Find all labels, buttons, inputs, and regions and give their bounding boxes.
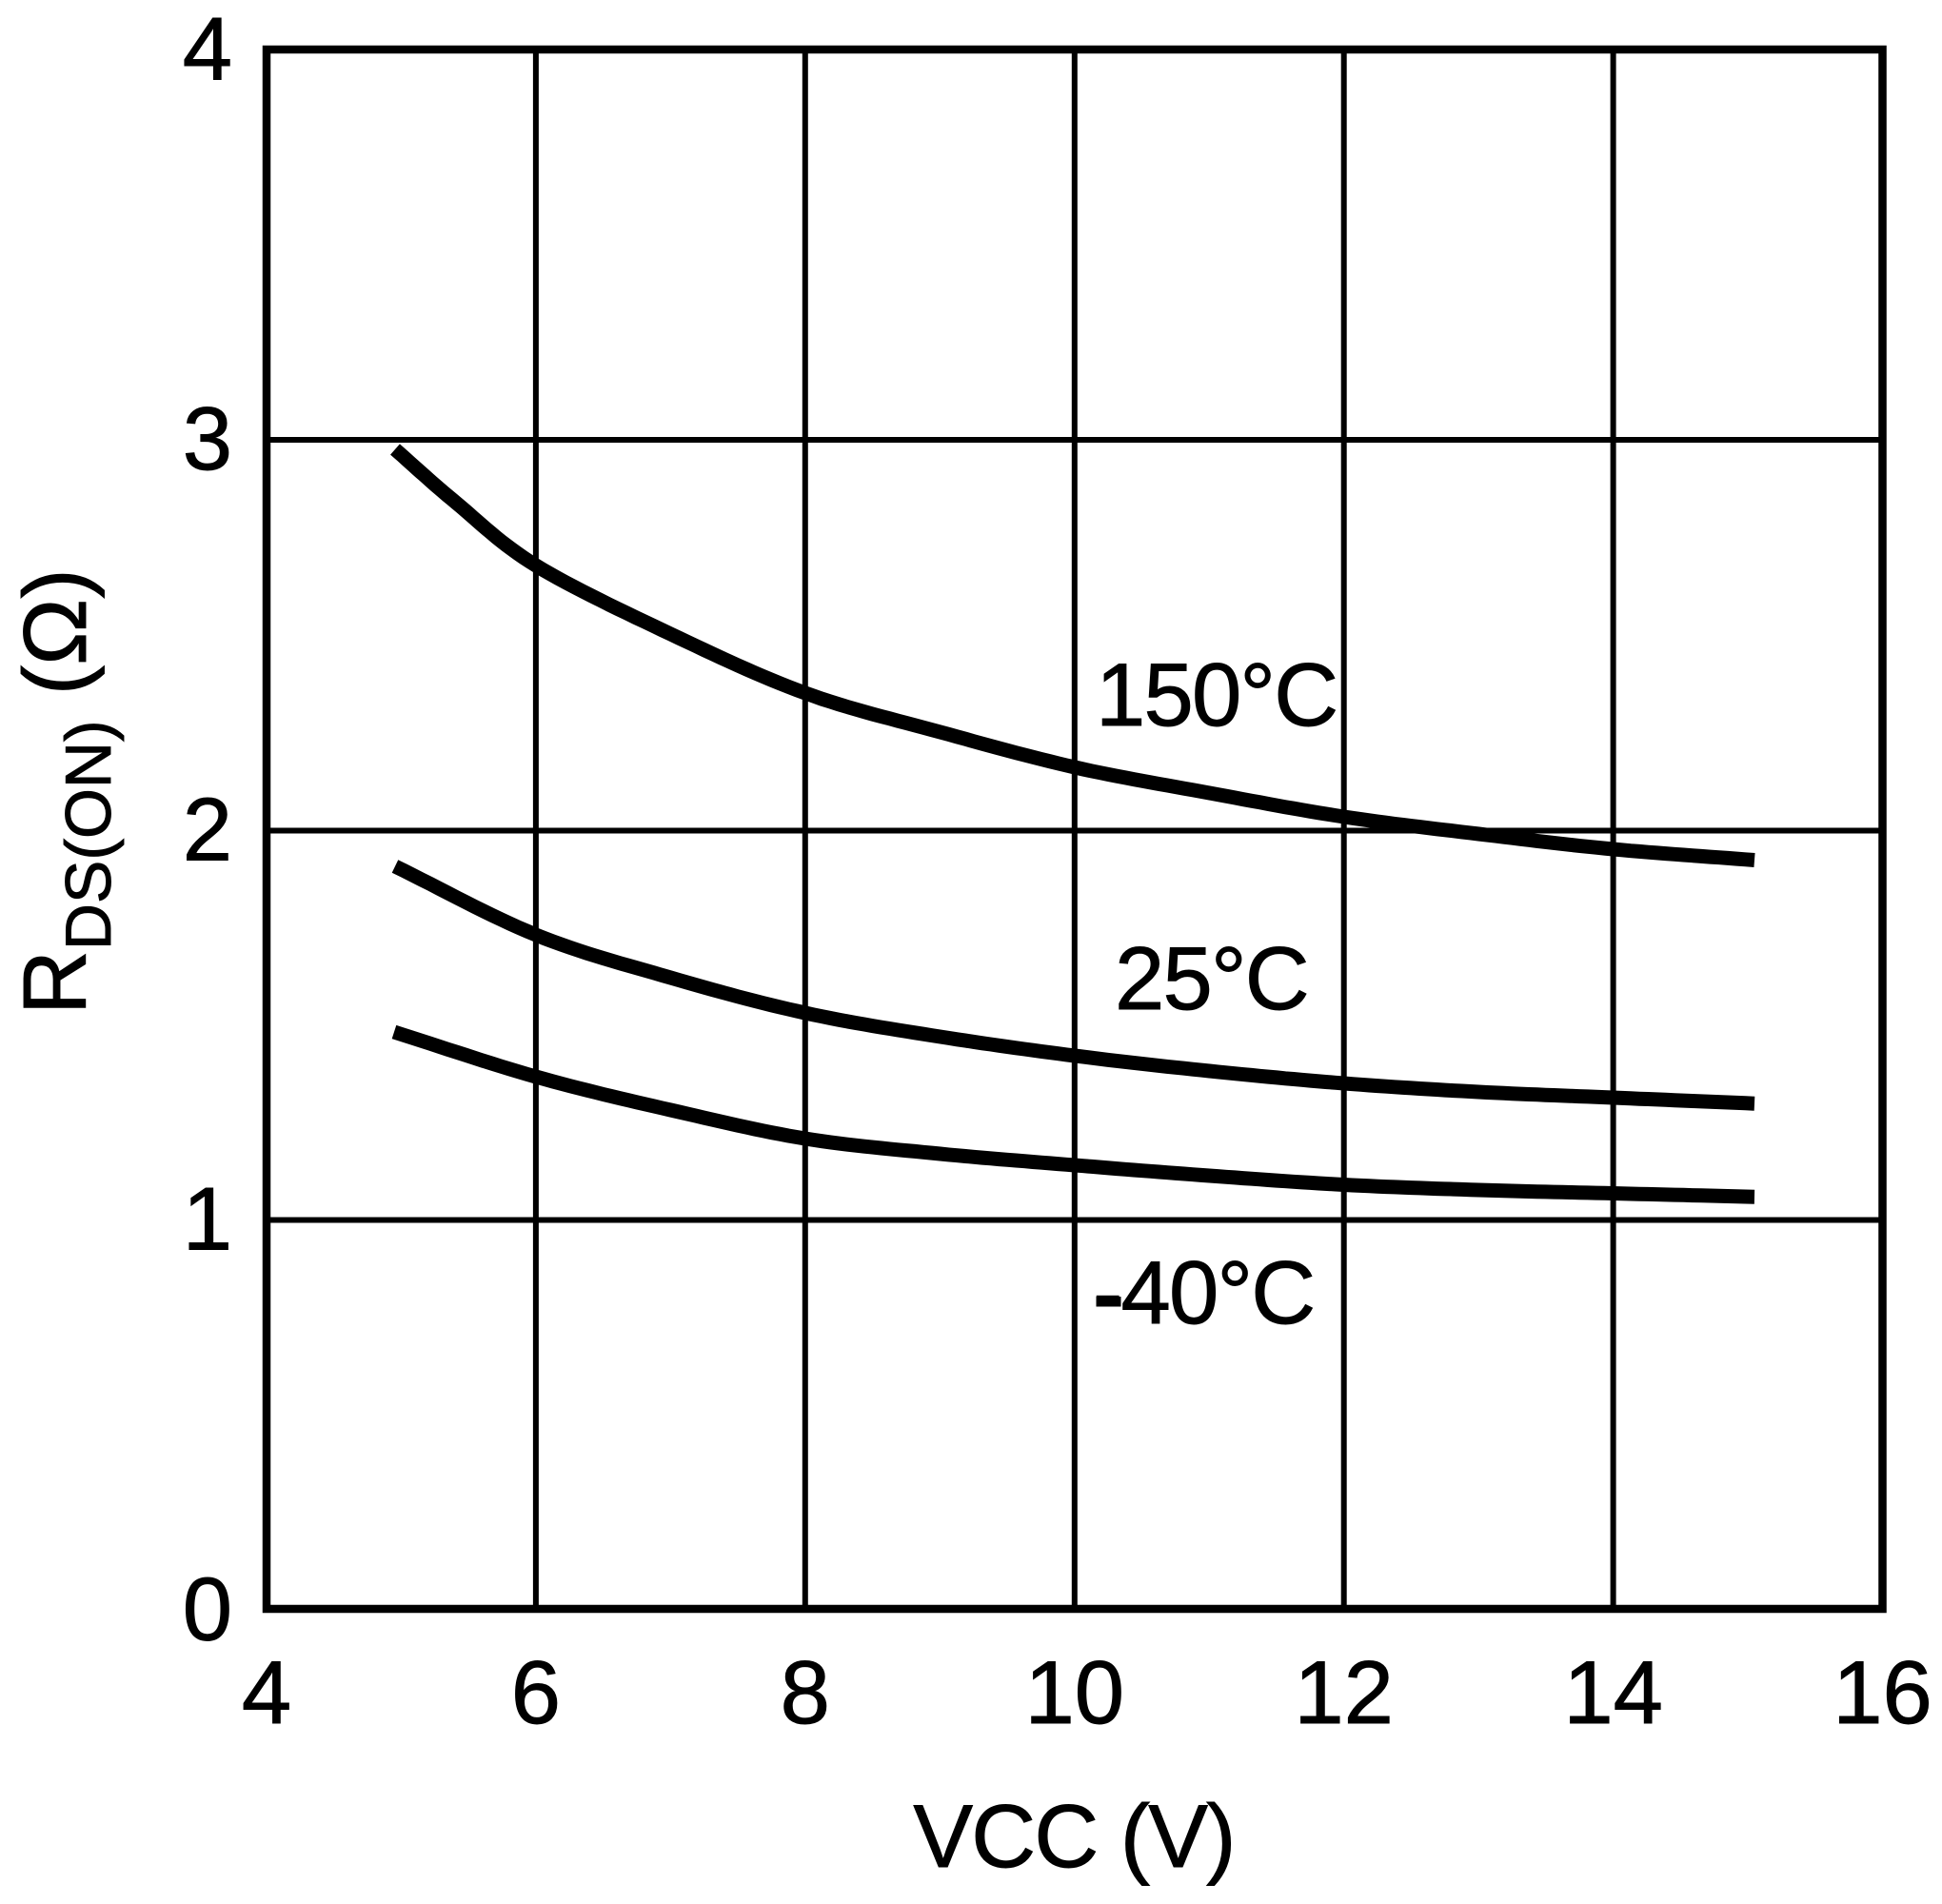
- svg-text:25°C: 25°C: [1115, 928, 1308, 1028]
- svg-text:12: 12: [1294, 1642, 1394, 1742]
- svg-text:VCC (V): VCC (V): [913, 1786, 1234, 1886]
- svg-text:8: 8: [781, 1642, 830, 1742]
- svg-text:10: 10: [1025, 1642, 1125, 1742]
- svg-text:2: 2: [183, 780, 232, 880]
- svg-text:150°C: 150°C: [1096, 645, 1337, 744]
- svg-text:4: 4: [242, 1642, 291, 1742]
- svg-text:1: 1: [183, 1169, 232, 1269]
- svg-text:6: 6: [511, 1642, 561, 1742]
- svg-text:3: 3: [183, 388, 232, 488]
- svg-text:16: 16: [1833, 1642, 1932, 1742]
- svg-text:14: 14: [1563, 1642, 1663, 1742]
- svg-text:4: 4: [183, 0, 232, 99]
- svg-text:-40°C: -40°C: [1093, 1242, 1314, 1342]
- svg-text:0: 0: [183, 1559, 232, 1659]
